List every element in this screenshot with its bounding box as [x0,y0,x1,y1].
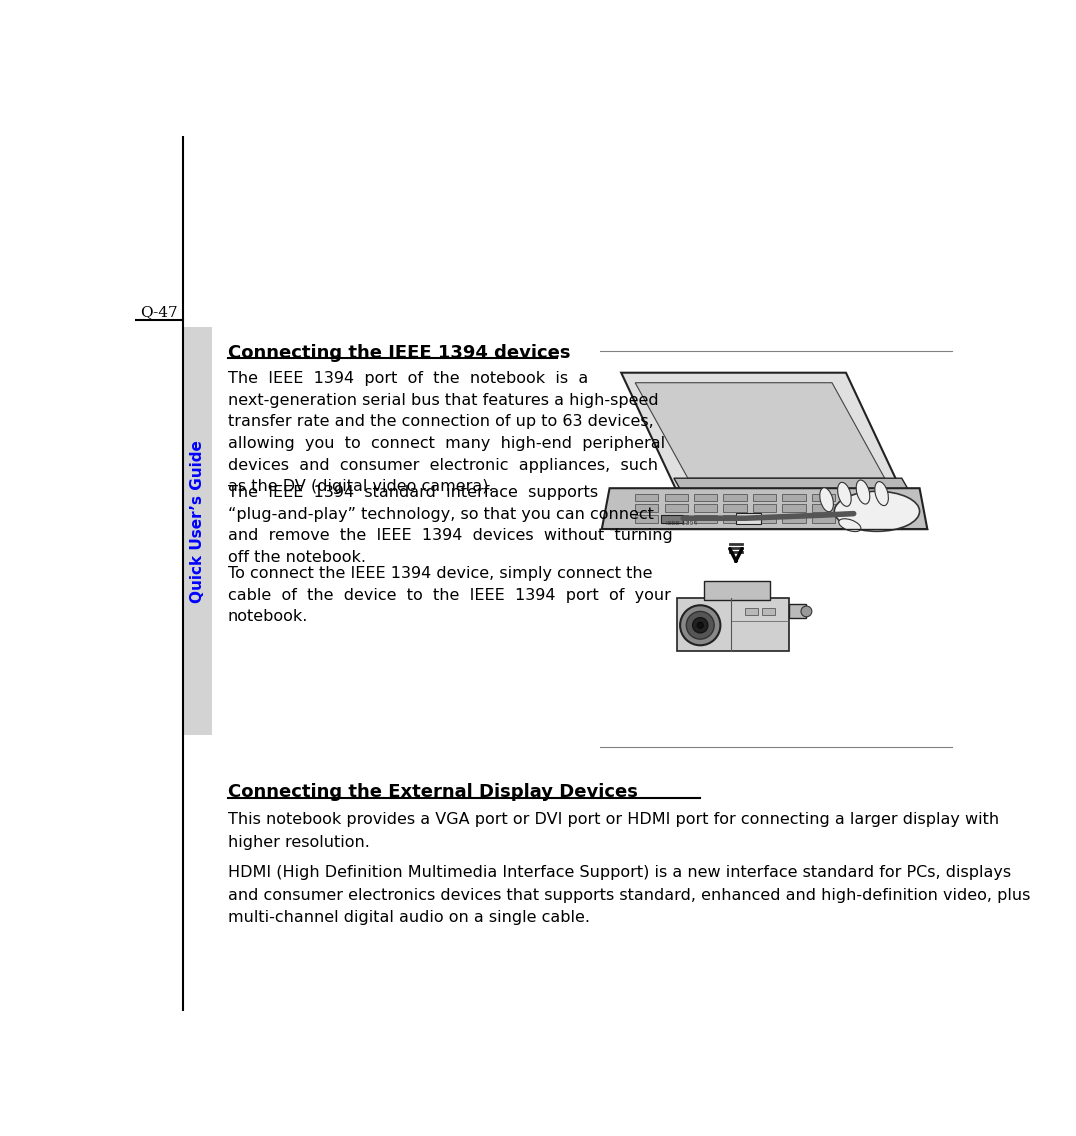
Bar [736,512,761,524]
Ellipse shape [820,487,834,511]
Polygon shape [635,383,884,478]
Text: Connecting the IEEE 1394 devices: Connecting the IEEE 1394 devices [227,344,570,362]
Bar [762,608,775,616]
Bar [812,515,835,523]
Bar [812,504,835,512]
Bar [183,327,212,735]
Bar [704,582,770,600]
Bar [665,515,688,523]
Bar [782,515,806,523]
Bar [753,494,776,501]
Bar [753,515,776,523]
Bar [635,504,659,512]
Bar [694,515,718,523]
Text: To connect the IEEE 1394 device, simply connect the
cable  of  the  device  to  : To connect the IEEE 1394 device, simply … [227,566,670,624]
Bar [635,494,659,501]
Bar [662,515,683,523]
Bar [790,604,806,618]
Text: This notebook provides a VGA port or DVI port or HDMI port for connecting a larg: This notebook provides a VGA port or DVI… [227,812,999,850]
Ellipse shape [856,481,869,504]
Bar [753,504,776,512]
Bar [694,504,718,512]
Polygon shape [621,373,901,488]
Bar [635,515,659,523]
Bar [812,494,835,501]
Text: HDMI (High Definition Multimedia Interface Support) is a new interface standard : HDMI (High Definition Multimedia Interfa… [227,864,1030,926]
Circle shape [686,611,714,640]
Ellipse shape [837,483,851,507]
Bar [665,494,688,501]
Circle shape [693,618,708,633]
Circle shape [697,623,704,628]
Text: The  IEEE  1394  port  of  the  notebook  is  a
next-generation serial bus that : The IEEE 1394 port of the notebook is a … [227,371,665,494]
Text: The  IEEE  1394  standard  interface  supports
“plug-and-play” technology, so th: The IEEE 1394 standard interface support… [227,485,672,565]
Bar [723,494,747,501]
Polygon shape [674,478,908,488]
Circle shape [680,605,721,645]
Bar [723,515,747,523]
Text: IEEE 1394: IEEE 1394 [666,521,697,526]
Bar [677,599,790,651]
Text: Q-47: Q-47 [141,304,179,319]
Bar [782,504,806,512]
Text: Quick User’s Guide: Quick User’s Guide [189,440,204,603]
Bar [782,494,806,501]
Ellipse shape [839,519,861,532]
Polygon shape [601,488,928,529]
Bar [694,494,718,501]
Bar [746,608,758,616]
Bar [723,504,747,512]
Ellipse shape [875,482,889,506]
Text: Connecting the External Display Devices: Connecting the External Display Devices [227,783,637,801]
Ellipse shape [801,605,812,617]
Ellipse shape [834,491,920,532]
Bar [665,504,688,512]
